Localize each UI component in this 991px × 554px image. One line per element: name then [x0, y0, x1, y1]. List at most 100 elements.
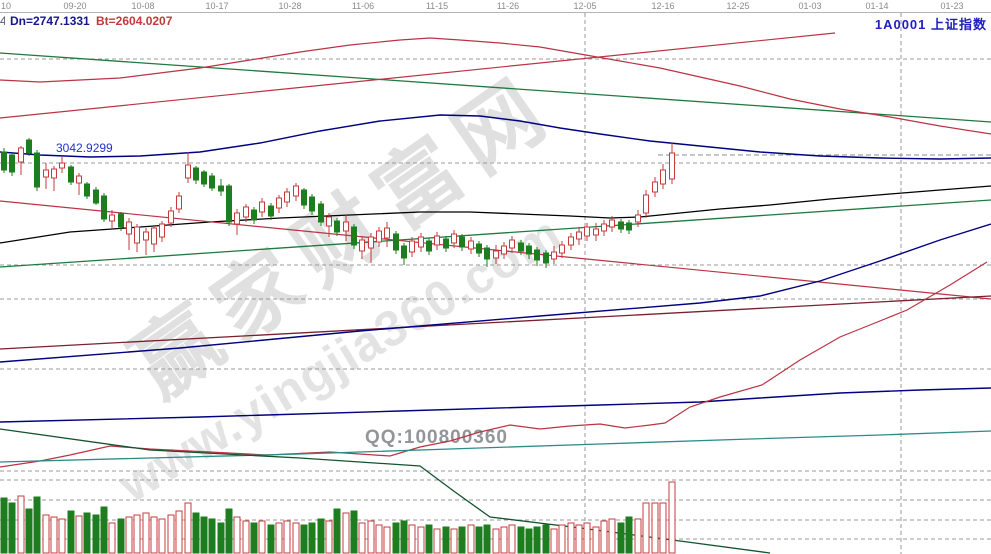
candle-body [493, 250, 499, 259]
volume-bar [283, 520, 291, 554]
candle-body [159, 223, 165, 238]
candle-body [476, 243, 482, 254]
date-tick-label: 12-25 [726, 1, 750, 11]
candle-body [309, 196, 315, 212]
candle-body [443, 238, 449, 249]
volume-bar [575, 524, 583, 554]
bt-value-label: Bt=2604.0207 [96, 14, 173, 28]
candle-body [459, 236, 465, 248]
date-axis[interactable]: 10 09-20 10-08 10-17 10-28 11-06 11-15 11-26 12-… [0, 0, 991, 13]
candle-body [451, 233, 457, 244]
volume-bar [442, 526, 450, 554]
volume-bar [450, 528, 458, 554]
candle-body [84, 183, 90, 197]
volume-bar [42, 514, 50, 554]
volume-bar [250, 522, 258, 554]
volume-bar [308, 522, 316, 554]
candle-body [576, 231, 582, 240]
candle-body [26, 139, 32, 154]
date-tick-label: 01-23 [940, 1, 964, 11]
candle-body [43, 169, 49, 178]
candle-body [118, 213, 124, 228]
volume-bar [258, 520, 266, 554]
green-resistance-trendline [0, 52, 991, 123]
volume-bar [500, 526, 508, 554]
candle-body [434, 235, 440, 246]
volume-bar [267, 524, 275, 554]
candle-body [193, 167, 199, 181]
candle-body [101, 195, 107, 220]
volume-bar [342, 512, 350, 554]
volume-bar [158, 518, 166, 554]
candle-body [318, 203, 324, 223]
volume-bar [217, 522, 225, 554]
candle-body [259, 201, 265, 213]
candle-body [109, 214, 115, 222]
candle-body [484, 247, 490, 260]
volume-bar [300, 524, 308, 554]
candle-body [559, 244, 565, 254]
volume-bar [83, 512, 91, 554]
candle-body [251, 209, 257, 221]
candle-body [409, 240, 415, 253]
date-tick-label: 11-26 [496, 1, 520, 11]
candle-body [418, 236, 424, 248]
volume-bar [608, 518, 616, 554]
date-tick-label: 01-03 [798, 1, 822, 11]
red-upper-pressure-curve [0, 37, 991, 135]
date-tick-label: 12-05 [573, 1, 597, 11]
volume-bar [208, 518, 216, 554]
volume-bar [508, 524, 516, 554]
red-rising-trendline [0, 32, 836, 119]
volume-bar [200, 516, 208, 554]
volume-bar [233, 516, 241, 554]
volume-bar [668, 481, 676, 554]
date-tick-label: 12-16 [651, 1, 675, 11]
volume-bar [225, 508, 233, 554]
volume-bar [292, 522, 300, 554]
volume-bar [350, 510, 358, 554]
candle-body [393, 233, 399, 251]
candle-body [351, 226, 357, 246]
candle-body [526, 245, 532, 255]
volume-bar [117, 518, 125, 554]
volume-bar [325, 520, 333, 554]
candle-body [652, 181, 658, 193]
volume-bar [375, 524, 383, 554]
volume-bar [592, 526, 600, 554]
volume-bar [67, 510, 75, 554]
candle-body [593, 228, 599, 236]
navy-rising-line [0, 223, 991, 363]
volume-bar [92, 514, 100, 554]
volume-bar [617, 522, 625, 554]
volume-bar [533, 526, 541, 554]
volume-bar [75, 515, 83, 554]
navy-ma-upper [0, 114, 991, 160]
dn-value-label: Dn=2747.1331 [10, 14, 90, 28]
candle-body [401, 245, 407, 259]
volume-bar [625, 516, 633, 554]
date-tick-label: 11-06 [351, 1, 375, 11]
volume-bar [542, 524, 550, 554]
volume-bar [17, 495, 25, 554]
candle-body [176, 195, 182, 210]
volume-bar [659, 502, 667, 554]
volume-bar [458, 526, 466, 554]
candle-body [68, 166, 74, 183]
candle-body [218, 185, 224, 192]
candle-body [618, 221, 624, 230]
symbol-title: 1A0001 上证指数 [874, 17, 987, 32]
candle-body [9, 154, 15, 173]
candle-body [209, 175, 215, 189]
candle-body [376, 230, 382, 243]
green-support-trendline [0, 199, 991, 268]
candle-body [76, 175, 82, 184]
volume-bar [175, 510, 183, 554]
dark-red-gann-line [0, 295, 991, 350]
candle-body [635, 214, 641, 223]
candle-body [426, 240, 432, 252]
volume-bar [600, 520, 608, 554]
volume-bar [408, 524, 416, 554]
